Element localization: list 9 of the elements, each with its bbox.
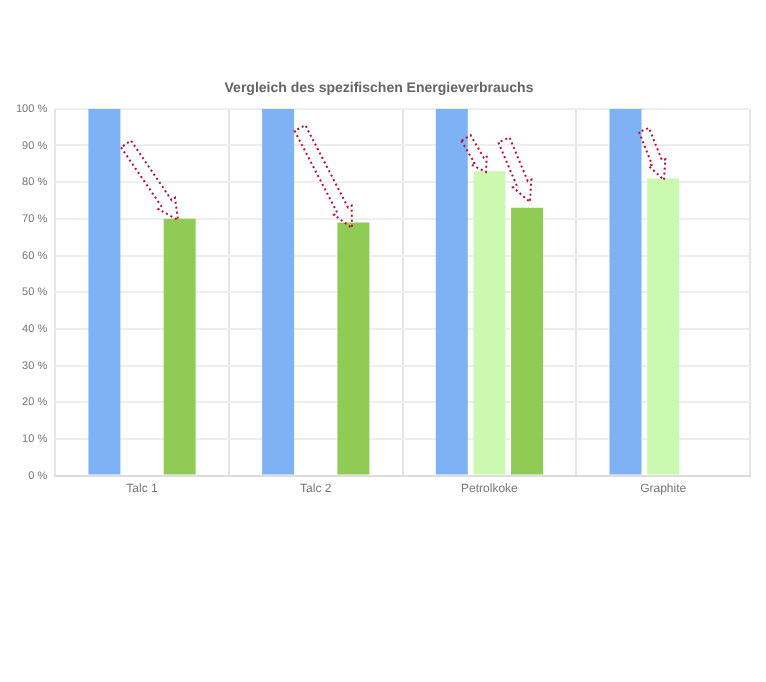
- bar: [609, 108, 642, 475]
- bar: [511, 207, 544, 475]
- bar: [435, 108, 468, 475]
- bar: [163, 218, 196, 475]
- bar: [473, 171, 506, 475]
- bar: [647, 178, 680, 475]
- bar: [337, 222, 370, 475]
- bar: [88, 108, 121, 475]
- bar: [262, 108, 295, 475]
